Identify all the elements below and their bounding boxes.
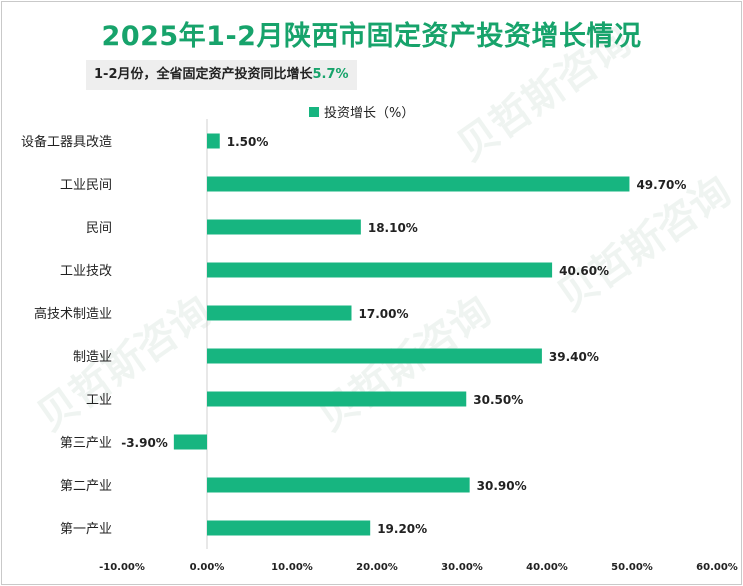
data-label: 49.70%: [636, 178, 686, 192]
bar: [207, 391, 467, 407]
bar: [207, 133, 220, 149]
subtitle-highlight: 5.7%: [312, 67, 349, 82]
category-label: 第三产业: [60, 436, 112, 451]
x-tick-label: 0.00%: [190, 562, 225, 573]
data-label: 19.20%: [377, 522, 427, 536]
x-tick-label: 20.00%: [356, 562, 398, 573]
legend-swatch: [309, 106, 319, 117]
category-label: 民间: [86, 221, 112, 236]
category-label: 设备工器具改造: [21, 134, 112, 150]
x-tick-label: 60.00%: [696, 562, 738, 573]
category-label: 第一产业: [60, 522, 112, 537]
category-label: 高技术制造业: [34, 306, 112, 322]
data-label: 18.10%: [368, 221, 418, 235]
data-label: -3.90%: [121, 436, 168, 450]
data-label: 17.00%: [359, 307, 409, 321]
chart-legend: 投资增长（%）: [309, 102, 414, 121]
x-tick-label: 50.00%: [611, 562, 653, 573]
data-label: 1.50%: [227, 135, 269, 149]
subtitle-text: 1-2月份，全省固定资产投资同比增长: [94, 67, 313, 82]
x-tick-label: 30.00%: [441, 562, 483, 573]
chart-subtitle: 1-2月份，全省固定资产投资同比增长5.7%: [86, 60, 357, 90]
data-label: 39.40%: [549, 350, 599, 364]
data-label: 30.50%: [473, 393, 523, 407]
bar: [207, 305, 352, 321]
legend-label: 投资增长（%）: [324, 106, 415, 121]
category-label: 制造业: [73, 350, 112, 365]
category-label: 工业技改: [60, 264, 112, 279]
chart-title: 2025年1-2月陕西市固定资产投资增长情况: [101, 21, 642, 52]
bar: [207, 262, 553, 278]
bar: [173, 434, 207, 450]
category-label: 工业民间: [60, 178, 112, 193]
bar: [207, 520, 371, 536]
bar: [207, 477, 470, 493]
bar: [207, 348, 542, 364]
category-label: 工业: [86, 393, 112, 408]
data-label: 30.90%: [477, 479, 527, 493]
data-label: 40.60%: [559, 264, 609, 278]
x-tick-label: 10.00%: [271, 562, 313, 573]
bar: [207, 176, 630, 192]
x-tick-label: 40.00%: [526, 562, 568, 573]
category-label: 第二产业: [60, 479, 112, 494]
x-tick-label: -10.00%: [99, 562, 145, 573]
bar: [207, 219, 361, 235]
